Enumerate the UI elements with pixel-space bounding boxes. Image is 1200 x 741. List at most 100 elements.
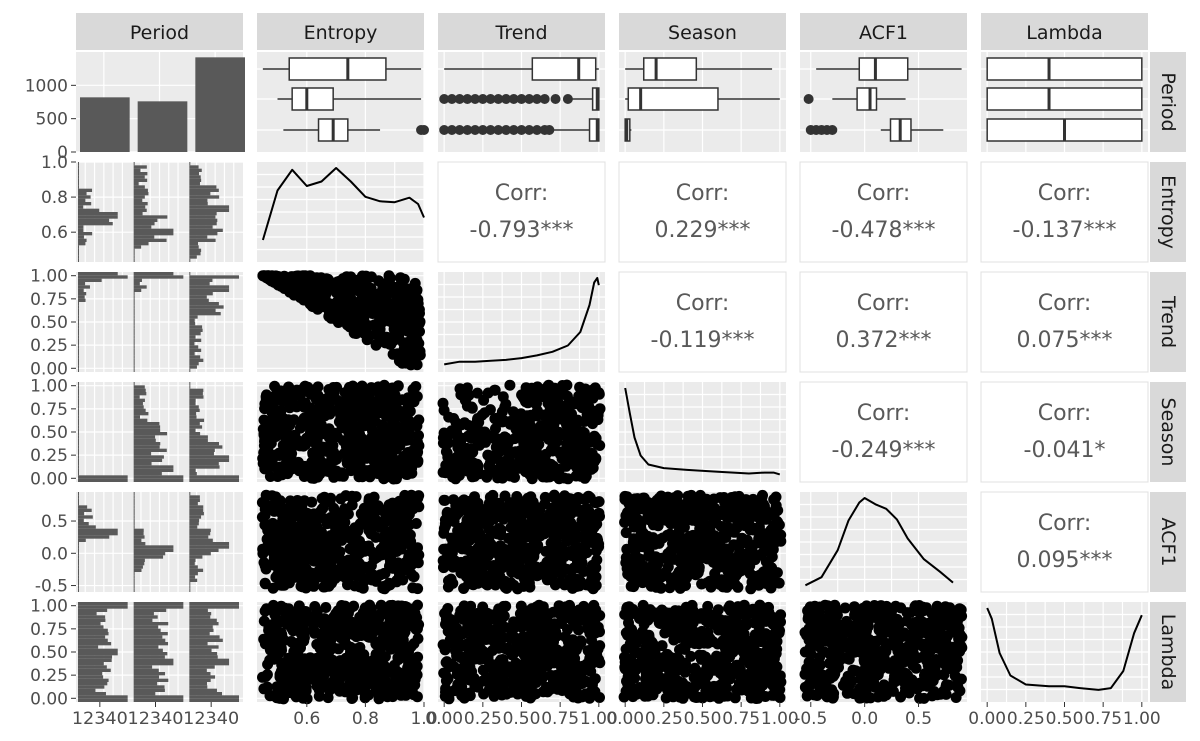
hist-bar bbox=[189, 628, 214, 632]
hist-bar bbox=[189, 498, 200, 502]
scatter-point bbox=[593, 405, 605, 416]
hist-bar bbox=[133, 228, 174, 232]
hist-bar bbox=[133, 642, 169, 646]
hist-bar bbox=[133, 422, 160, 426]
scatter-point bbox=[489, 664, 501, 676]
scatter-point bbox=[731, 522, 743, 534]
scatter-point bbox=[403, 652, 414, 664]
panel-corr-trend-entropy: Corr:-0.793*** bbox=[437, 161, 606, 263]
hist-bar bbox=[78, 308, 79, 312]
scatter-point bbox=[364, 496, 376, 508]
scatter-point bbox=[637, 577, 649, 589]
scatter-point bbox=[437, 397, 449, 409]
scatter-point bbox=[312, 301, 324, 313]
scatter-point bbox=[583, 407, 595, 419]
corr-label: Corr: bbox=[1038, 511, 1092, 536]
scatter-point bbox=[374, 521, 386, 533]
scatter-point bbox=[298, 412, 310, 424]
scatter-point bbox=[440, 459, 452, 471]
scatter-point bbox=[338, 420, 349, 431]
row-strip-season bbox=[1150, 382, 1186, 482]
scatter-point bbox=[379, 446, 391, 458]
scatter-point bbox=[271, 681, 283, 693]
hist-bar bbox=[189, 222, 217, 226]
panel-corr-lambda-acf1: Corr:0.095*** bbox=[980, 491, 1149, 593]
scatter-point bbox=[366, 271, 377, 283]
row-strip-acf1 bbox=[1150, 492, 1186, 592]
scatter-point bbox=[525, 409, 537, 421]
scatter-point bbox=[402, 447, 414, 458]
hist-bar bbox=[78, 362, 79, 366]
hist-bar bbox=[189, 615, 211, 619]
hist-bar bbox=[133, 458, 163, 462]
scatter-point bbox=[262, 271, 273, 283]
density-line-trend bbox=[444, 277, 600, 366]
scatter-point bbox=[472, 387, 483, 399]
scatter-point bbox=[579, 508, 591, 520]
hist-bar bbox=[133, 548, 174, 552]
hist-bar bbox=[133, 582, 135, 586]
hist-bar bbox=[189, 285, 230, 289]
hist-bar bbox=[189, 335, 196, 339]
hist-bar bbox=[189, 455, 230, 459]
box-outlier bbox=[439, 94, 450, 104]
box-outlier bbox=[485, 94, 496, 104]
hist-bar bbox=[133, 215, 168, 219]
scatter-point bbox=[530, 543, 542, 555]
hist-bar bbox=[78, 588, 79, 592]
scatter-point bbox=[563, 423, 575, 435]
hist-bar bbox=[78, 168, 79, 172]
scatter-point bbox=[284, 402, 296, 414]
hist-bar bbox=[133, 512, 135, 516]
hist-bar bbox=[189, 275, 239, 279]
box-outlier bbox=[550, 94, 561, 104]
hist-bar bbox=[189, 392, 203, 396]
scatter-point bbox=[317, 282, 329, 294]
scatter-point bbox=[628, 581, 640, 593]
scatter-point bbox=[756, 492, 768, 504]
panel-density-entropy bbox=[257, 162, 425, 262]
scatter-point bbox=[307, 555, 319, 567]
scatter-point bbox=[587, 385, 599, 397]
scatter-point bbox=[295, 512, 307, 524]
y-tick-label: 500 bbox=[36, 110, 68, 130]
hist-bar bbox=[133, 235, 155, 239]
scatter-point bbox=[551, 393, 563, 405]
scatter-point bbox=[365, 467, 377, 479]
scatter-point bbox=[308, 508, 320, 520]
scatter-point bbox=[274, 406, 286, 418]
scatter-point bbox=[330, 277, 342, 289]
hist-bar bbox=[78, 575, 79, 579]
hist-bar bbox=[189, 495, 200, 499]
scatter-point bbox=[407, 570, 419, 582]
hist-bar bbox=[189, 448, 215, 452]
scatter-point bbox=[340, 441, 352, 453]
hist-bar bbox=[189, 278, 213, 282]
scatter-point bbox=[321, 655, 333, 667]
hist-bar bbox=[78, 468, 79, 472]
scatter-point bbox=[295, 521, 306, 533]
scatter-point bbox=[563, 409, 575, 421]
hist-bar bbox=[189, 402, 196, 406]
scatter-point bbox=[411, 359, 423, 371]
y-tick-label: 0.75 bbox=[30, 400, 68, 420]
scatter-point bbox=[638, 492, 650, 504]
scatter-point bbox=[374, 646, 386, 658]
scatter-point bbox=[260, 670, 272, 682]
hist-bar bbox=[133, 452, 152, 456]
scatter-point bbox=[368, 569, 379, 581]
scatter-point bbox=[532, 386, 544, 398]
scatter-point bbox=[721, 501, 733, 513]
scatter-point bbox=[510, 529, 522, 541]
box-3 bbox=[986, 57, 1143, 81]
hist-bar bbox=[133, 585, 135, 589]
scatter-point bbox=[277, 657, 289, 669]
hist-bar bbox=[189, 572, 198, 576]
hist-bar bbox=[133, 275, 184, 279]
scatter-point bbox=[324, 305, 336, 317]
hist-bar bbox=[133, 342, 135, 346]
density-line-season bbox=[624, 387, 781, 476]
scatter-point bbox=[373, 407, 385, 419]
hist-bar bbox=[189, 588, 191, 592]
hist-bar bbox=[78, 698, 128, 702]
